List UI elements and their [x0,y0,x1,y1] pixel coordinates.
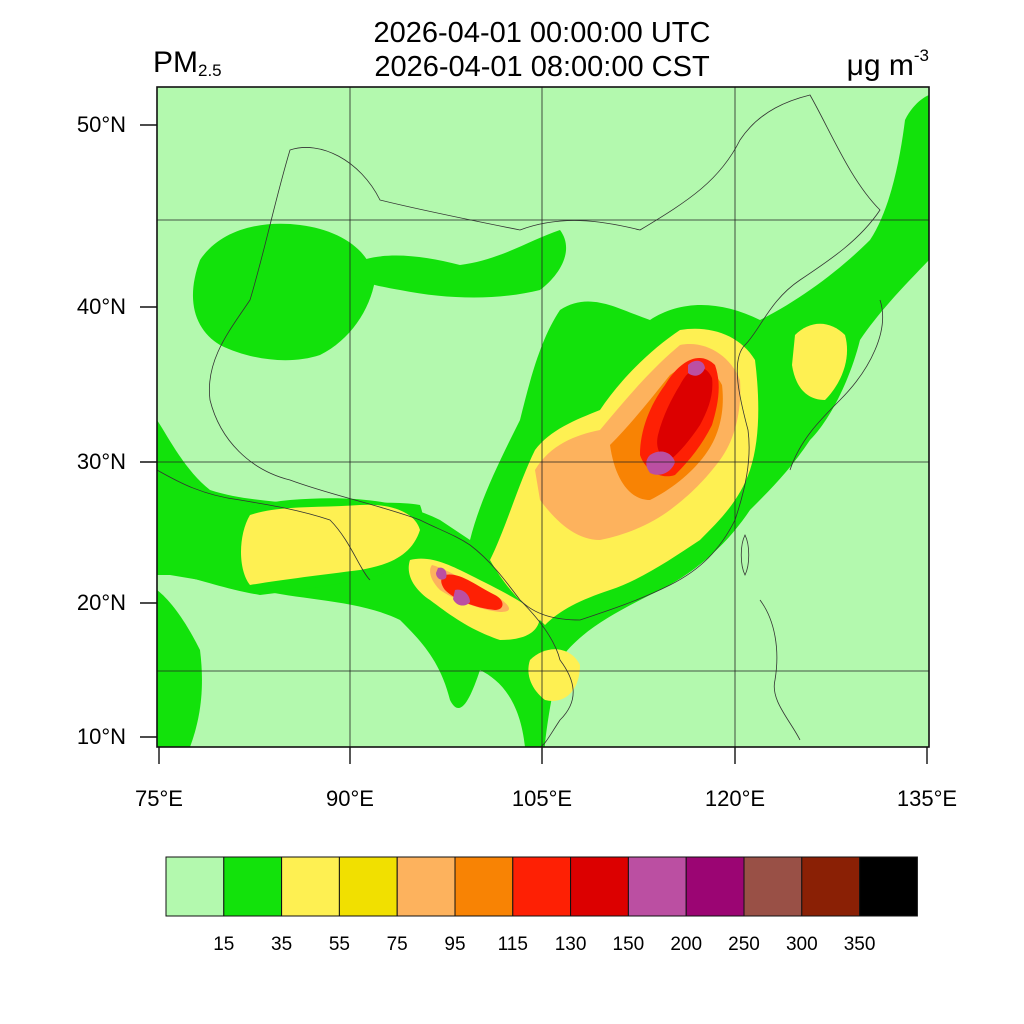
lon-label-75e: 75°E [135,786,183,811]
colorbar-swatch-1 [223,856,283,917]
contour-hotspot-red [441,574,503,610]
taiwan [740,534,750,576]
contour-band-yellow-south [241,504,420,585]
lon-label-120e: 120°E [704,786,766,811]
colorbar-swatch-5 [454,856,514,917]
contour-band-darkred [657,367,713,460]
variable-label: PM2.5 [153,46,222,81]
contour-band-green-northwest [192,223,375,361]
indochina-coast [519,599,574,747]
colorbar-label-95: 95 [444,934,466,955]
lon-label-105e: 105°E [511,786,573,811]
china-border [208,94,881,621]
contour-hotspot-purple [453,589,470,606]
lon-label-90e: 90°E [326,786,374,811]
colorbar-label-115: 115 [497,934,528,955]
concentration-field [157,87,929,747]
colorbar-swatch-8 [627,856,687,917]
lat-label-40n: 40°N [76,294,126,319]
contour-band-purple-north [688,360,705,376]
colorbar-swatch-11 [801,856,861,917]
colorbar-swatch-12 [859,856,918,917]
colorbar-swatch-3 [338,856,398,917]
contour-band-green-north [350,230,567,298]
colorbar-label-350: 350 [843,934,876,955]
unit-superscript: -3 [913,46,929,65]
lat-label-50n: 50°N [76,112,126,137]
contour-band-green-south-asia [157,590,202,747]
colorbar-swatch-4 [396,856,456,917]
colorbar-label-200: 200 [670,934,703,955]
title-utc-time: 2026-04-01 00:00:00 UTC [373,17,711,49]
colorbar-label-75: 75 [386,934,408,955]
colorbar-label-15: 15 [213,934,235,955]
colorbar-label-55: 55 [328,934,350,955]
boundary-lines [157,94,883,747]
graticule [157,87,929,747]
philippines [759,599,801,741]
colorbar-label-150: 150 [612,934,645,955]
colorbar-label-250: 250 [728,934,760,955]
colorbar [165,856,918,917]
map-frame [156,86,930,748]
contour-band-green [160,95,929,747]
variable-subscript: 2.5 [198,61,222,80]
contour-band-yellow-korea [792,323,848,400]
contour-hotspot-purple-2 [436,567,447,580]
lat-label-30n: 30°N [76,449,126,474]
colorbar-label-35: 35 [271,934,293,955]
colorbar-label-130: 130 [554,934,587,955]
contour-band-purple [646,451,675,475]
colorbar-swatch-9 [685,856,745,917]
lat-label-20n: 20°N [76,590,126,615]
unit-text: μg m [846,49,914,82]
colorbar-label-300: 300 [785,934,818,955]
variable-name: PM [153,46,198,79]
unit-label: μg m-3 [847,46,929,83]
title-cst-time: 2026-04-01 08:00:00 CST [374,51,710,83]
india-coast [157,469,371,581]
colorbar-swatch-0 [165,856,225,917]
lat-label-10n: 10°N [76,724,126,749]
contour-band-yellow-mekong [528,649,580,701]
colorbar-swatch-6 [512,856,572,917]
axis-ticks [140,124,928,764]
colorbar-swatch-10 [743,856,803,917]
japan-coast [789,299,883,471]
colorbar-swatch-2 [281,856,340,917]
colorbar-swatch-7 [570,856,629,917]
lon-label-135e: 135°E [896,786,958,811]
